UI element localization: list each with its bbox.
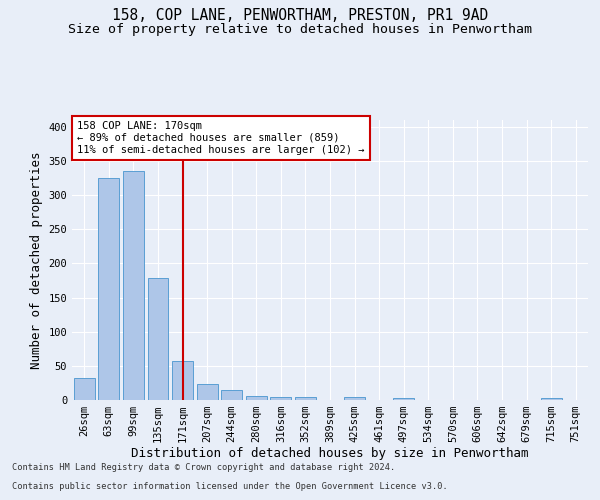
Y-axis label: Number of detached properties: Number of detached properties: [30, 151, 43, 369]
Bar: [197, 384, 218, 400]
Text: Contains HM Land Registry data © Crown copyright and database right 2024.: Contains HM Land Registry data © Crown c…: [12, 464, 395, 472]
Bar: [172, 361, 193, 400]
Text: Contains public sector information licensed under the Open Government Licence v3: Contains public sector information licen…: [12, 482, 448, 491]
Bar: [148, 278, 169, 400]
Bar: [221, 390, 242, 400]
Text: Size of property relative to detached houses in Penwortham: Size of property relative to detached ho…: [68, 22, 532, 36]
Bar: [541, 398, 562, 400]
Bar: [295, 396, 316, 400]
Bar: [98, 178, 119, 400]
Text: 158 COP LANE: 170sqm
← 89% of detached houses are smaller (859)
11% of semi-deta: 158 COP LANE: 170sqm ← 89% of detached h…: [77, 122, 365, 154]
Bar: [74, 378, 95, 400]
Bar: [246, 396, 267, 400]
Bar: [123, 171, 144, 400]
Text: 158, COP LANE, PENWORTHAM, PRESTON, PR1 9AD: 158, COP LANE, PENWORTHAM, PRESTON, PR1 …: [112, 8, 488, 22]
Bar: [393, 398, 414, 400]
Bar: [271, 396, 292, 400]
Bar: [344, 396, 365, 400]
Text: Distribution of detached houses by size in Penwortham: Distribution of detached houses by size …: [131, 448, 529, 460]
